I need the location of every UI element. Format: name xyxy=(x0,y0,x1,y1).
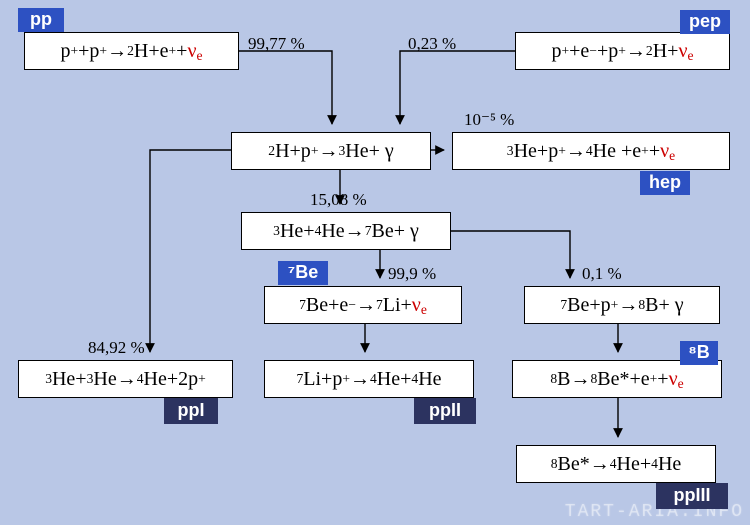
reaction-box-r11: 8Be*→4He+4He xyxy=(516,445,716,483)
percent-label-p4: 15,08 % xyxy=(310,190,367,210)
tag-ppII: ppII xyxy=(414,398,476,424)
reaction-box-r9: 7Li+p+→4He+4He xyxy=(264,360,474,398)
reaction-box-r4: 3He+p+ → 4He +e++νe xyxy=(452,132,730,170)
tag-ppIII: ppIII xyxy=(656,483,728,509)
arrow-4 xyxy=(150,150,231,352)
percent-label-p7: 84,92 % xyxy=(88,338,145,358)
tag-pep: pep xyxy=(680,10,730,34)
reaction-box-r5: 3He+4He→7Be+ γ xyxy=(241,212,451,250)
tag-ppI: ppI xyxy=(164,398,218,424)
percent-label-p3: 10⁻⁵ % xyxy=(464,110,514,130)
reaction-box-r3: 2H+p+→3He+ γ xyxy=(231,132,431,170)
arrow-0 xyxy=(239,51,332,124)
percent-label-p5: 99,9 % xyxy=(388,264,436,284)
reaction-box-r2: p++e−+p+→2H+νe xyxy=(515,32,730,70)
tag-hep: hep xyxy=(640,171,690,195)
tag-be7: ⁷Be xyxy=(278,261,328,285)
reaction-box-r10: 8B→8Be*+e++νe xyxy=(512,360,722,398)
percent-label-p6: 0,1 % xyxy=(582,264,622,284)
tag-b8: ⁸B xyxy=(680,341,718,365)
reaction-box-r8: 3He+3He→4He+2p+ xyxy=(18,360,233,398)
tag-pp: pp xyxy=(18,8,64,32)
percent-label-p1: 99,77 % xyxy=(248,34,305,54)
reaction-box-r7: 7Be+p+→8B+ γ xyxy=(524,286,720,324)
reaction-box-r1: p++p+→2H+e++νe xyxy=(24,32,239,70)
reaction-box-r6: 7Be+e−→7Li+νe xyxy=(264,286,462,324)
diagram-canvas: TART-ARIA.INFO p++p+→2H+e++νep++e−+p+→2H… xyxy=(0,0,750,525)
percent-label-p2: 0,23 % xyxy=(408,34,456,54)
arrow-6 xyxy=(451,231,570,278)
